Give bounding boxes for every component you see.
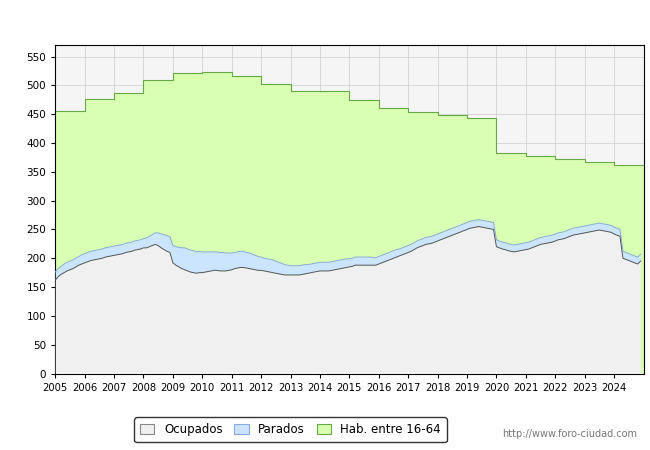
Legend: Ocupados, Parados, Hab. entre 16-64: Ocupados, Parados, Hab. entre 16-64 bbox=[135, 417, 447, 442]
Text: http://www.foro-ciudad.com: http://www.foro-ciudad.com bbox=[502, 429, 637, 439]
Text: Paniza - Evolucion de la poblacion en edad de Trabajar Noviembre de 2024: Paniza - Evolucion de la poblacion en ed… bbox=[103, 12, 547, 25]
